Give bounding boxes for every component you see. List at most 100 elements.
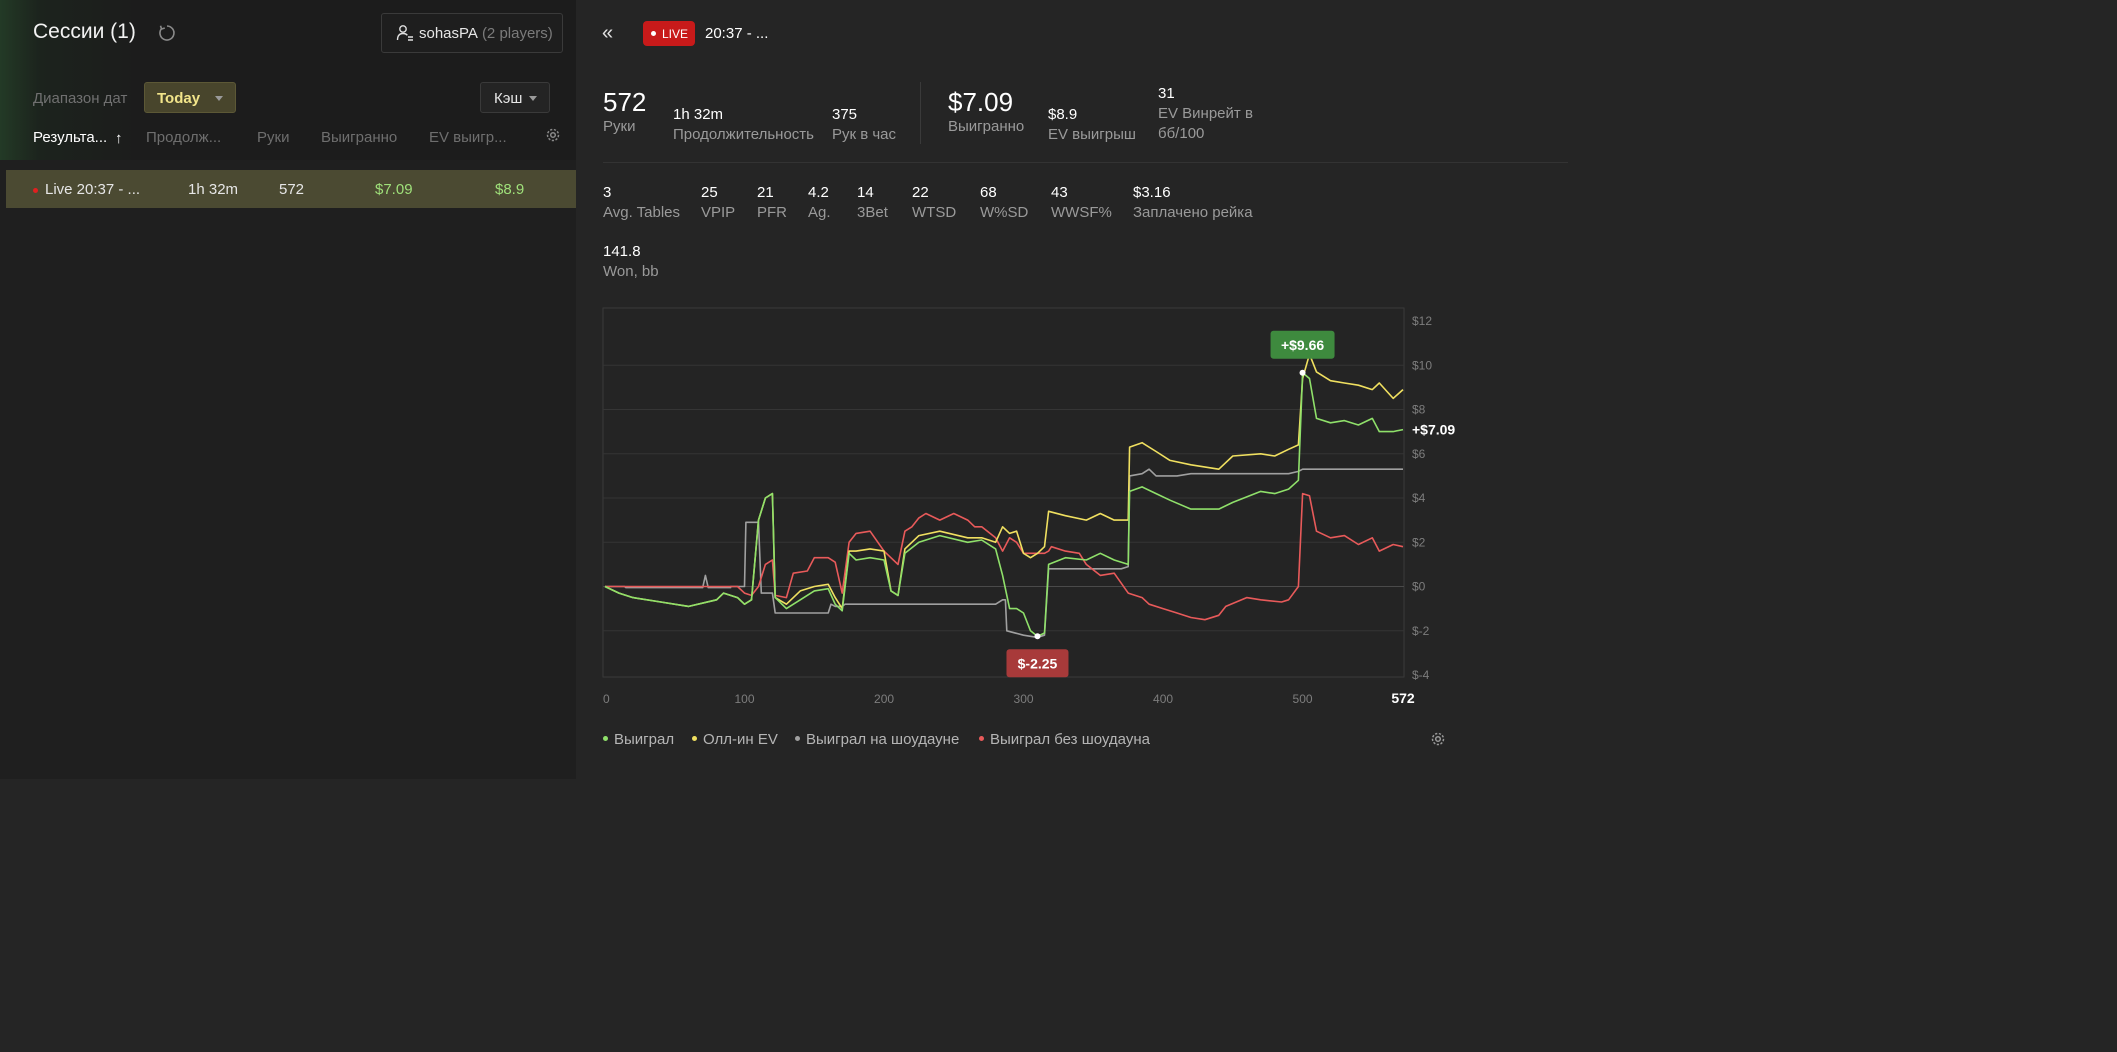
stat-label: WWSF% <box>1051 204 1112 221</box>
y-tick-label: $8 <box>1412 403 1426 417</box>
column-duration[interactable]: Продолж... <box>146 129 222 146</box>
stat-aggression: 4.2 Ag. <box>808 183 831 223</box>
live-dot-icon <box>33 187 38 193</box>
stat-hands: 572 Руки <box>603 87 646 137</box>
game-type-value: Кэш <box>494 90 523 107</box>
y-tick-label: $-4 <box>1412 668 1430 682</box>
legend-item-allin-ev[interactable]: Олл-ин EV <box>692 731 778 748</box>
stat-label: WTSD <box>912 204 957 221</box>
chart-plot-area <box>602 307 1405 678</box>
stat-won-bb-value: 141.8 <box>603 243 641 260</box>
stat-value: 14 <box>857 184 874 201</box>
legend-item-won[interactable]: Выиграл <box>603 731 674 748</box>
stat-duration: 1h 32m Продолжительность <box>673 105 814 145</box>
stat-avg-tables: 3 Avg. Tables <box>603 183 680 223</box>
collapse-icon[interactable]: « <box>602 22 614 44</box>
y-tick-label: $4 <box>1412 491 1426 505</box>
refresh-icon[interactable] <box>158 24 176 42</box>
end-value-label: +$7.09 <box>1412 422 1455 438</box>
y-tick-label: $2 <box>1412 535 1426 549</box>
y-tick-label: $-2 <box>1412 624 1430 638</box>
stat-label: VPIP <box>701 204 736 221</box>
column-hands[interactable]: Руки <box>257 129 290 146</box>
legend-dot-icon <box>692 735 697 741</box>
stat-hph-value: 375 <box>832 106 858 123</box>
stat-label: PFR <box>757 204 787 221</box>
stat-value: 25 <box>701 184 718 201</box>
min-badge <box>1006 649 1069 678</box>
column-result[interactable]: Результа... <box>33 129 108 146</box>
stats-separator <box>603 162 1568 163</box>
stat-ev-won-value: $8.9 <box>1048 106 1078 123</box>
stat-duration-label: Продолжительность <box>673 126 814 143</box>
x-tick-label: 500 <box>1293 692 1313 706</box>
legend-label: Олл-ин EV <box>703 731 778 748</box>
stat-ev-winrate: 31 EV Винрейт в бб/100 <box>1158 84 1253 144</box>
stat-won: $7.09 Выигранно <box>948 87 1024 137</box>
y-tick-label: $6 <box>1412 447 1426 461</box>
stat-value: 21 <box>757 184 774 201</box>
stat-pfr: 21 PFR <box>757 183 787 223</box>
session-row[interactable]: Live 20:37 - ... 1h 32m 572 $7.09 $8.9 <box>6 170 576 208</box>
session-won: $7.09 <box>375 181 413 198</box>
stat-rake: $3.16 Заплачено рейка <box>1133 183 1253 223</box>
stat-value: 22 <box>912 184 929 201</box>
stat-value: 3 <box>603 184 612 201</box>
stat-hph-label: Рук в час <box>832 126 897 143</box>
legend-dot-icon <box>603 735 608 741</box>
player-count: (2 players) <box>481 24 553 42</box>
player-selector-button[interactable]: sohasPA (2 players) <box>381 13 563 53</box>
session-name: Live 20:37 - ... <box>45 181 141 198</box>
gear-icon[interactable] <box>1429 730 1447 748</box>
live-label: LIVE <box>662 27 689 41</box>
game-type-dropdown[interactable]: Кэш <box>480 82 550 113</box>
session-title: 20:37 - ... <box>705 25 769 42</box>
stat-ev-winrate-value: 31 <box>1158 85 1175 102</box>
stat-hands-per-hour: 375 Рук в час <box>832 105 896 145</box>
x-tick-label: 300 <box>1014 692 1034 706</box>
column-ev-won[interactable]: EV выигр... <box>429 129 507 146</box>
legend-item-showdown[interactable]: Выиграл на шоудауне <box>795 731 959 748</box>
stat-won-label: Выигранно <box>948 118 1025 135</box>
x-tick-label: 200 <box>874 692 894 706</box>
x-tick-label: 572 <box>1391 690 1415 706</box>
date-filter-dropdown[interactable]: Today <box>144 82 236 113</box>
stat-hands-label: Руки <box>603 118 636 135</box>
legend-dot-icon <box>979 735 984 741</box>
session-ev-won: $8.9 <box>495 181 525 198</box>
gear-icon[interactable] <box>544 126 562 144</box>
player-name: sohasPA <box>419 24 478 42</box>
winnings-chart[interactable]: $12 $10 $8 $6 $4 $2 $0 $-2 $-4 0 100 200 300 400 500 57… <box>0 0 1568 779</box>
min-badge-label: $-2.25 <box>1018 655 1058 671</box>
session-hands: 572 <box>279 181 305 198</box>
min-point-marker <box>1034 633 1041 640</box>
stat-value: 4.2 <box>808 184 829 201</box>
stat-ev-won: $8.9 EV выигрыш <box>1048 105 1136 145</box>
legend-item-no-showdown[interactable]: Выиграл без шоудауна <box>979 731 1150 748</box>
live-badge: LIVE <box>643 21 695 46</box>
session-duration: 1h 32m <box>188 181 239 198</box>
date-filter-value: Today <box>157 90 201 107</box>
column-won[interactable]: Выигранно <box>321 129 398 146</box>
date-range-label: Диапазон дат <box>33 90 128 107</box>
stat-value: 43 <box>1051 184 1068 201</box>
stat-label: 3Bet <box>857 204 888 221</box>
stats-divider <box>920 82 921 144</box>
max-badge <box>1270 330 1335 359</box>
series-line-1 <box>604 372 1404 638</box>
stat-won-value: $7.09 <box>948 87 1014 117</box>
legend-dot-icon <box>795 735 800 741</box>
stat-3bet: 14 3Bet <box>857 183 888 223</box>
stat-label: Avg. Tables <box>603 204 680 221</box>
user-icon <box>396 25 413 41</box>
sort-arrow-icon[interactable]: ↑ <box>115 130 123 147</box>
y-tick-label: $12 <box>1412 314 1432 328</box>
legend-label: Выиграл на шоудауне <box>806 731 960 748</box>
stat-wsd: 68 W%SD <box>980 183 1028 223</box>
stat-label: Заплачено рейка <box>1133 204 1253 221</box>
chevron-down-icon <box>529 96 537 101</box>
chevron-down-icon <box>215 96 223 101</box>
stat-value: 68 <box>980 184 997 201</box>
y-tick-label: $10 <box>1412 358 1432 372</box>
max-point-marker <box>1299 369 1306 376</box>
